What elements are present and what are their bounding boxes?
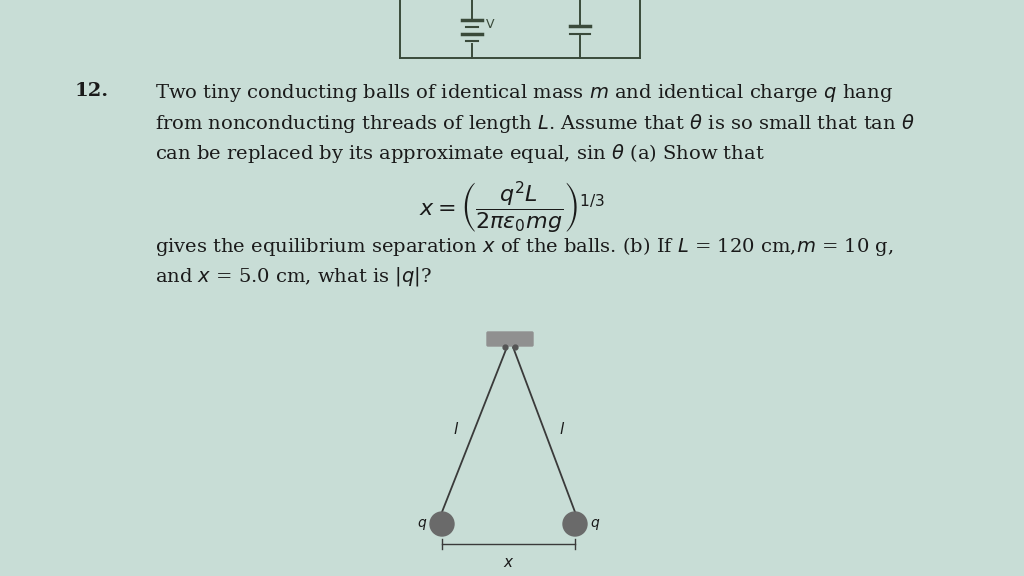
Text: and $x$ = 5.0 cm, what is $|q|$?: and $x$ = 5.0 cm, what is $|q|$? [155,265,432,288]
Text: from nonconducting threads of length $L$. Assume that $\theta$ is so small that : from nonconducting threads of length $L$… [155,112,914,135]
Text: gives the equilibrium separation $x$ of the balls. (b) If $L$ = 120 cm,$m$ = 10 : gives the equilibrium separation $x$ of … [155,235,894,258]
Text: 12.: 12. [75,82,110,100]
Text: $x = \left(\dfrac{q^2L}{2\pi\epsilon_0 mg}\right)^{1/3}$: $x = \left(\dfrac{q^2L}{2\pi\epsilon_0 m… [419,180,605,236]
Circle shape [430,512,454,536]
FancyBboxPatch shape [487,332,534,346]
Text: Two tiny conducting balls of identical mass $m$ and identical charge $q$ hang: Two tiny conducting balls of identical m… [155,82,893,104]
Text: $q$: $q$ [590,517,600,532]
Text: V: V [486,18,495,32]
Text: $l$: $l$ [559,422,565,438]
Text: $x$: $x$ [503,556,514,570]
Text: $q$: $q$ [417,517,427,532]
Text: can be replaced by its approximate equal, sin $\theta$ (a) Show that: can be replaced by its approximate equal… [155,142,765,165]
Circle shape [563,512,587,536]
Text: $l$: $l$ [454,422,460,438]
